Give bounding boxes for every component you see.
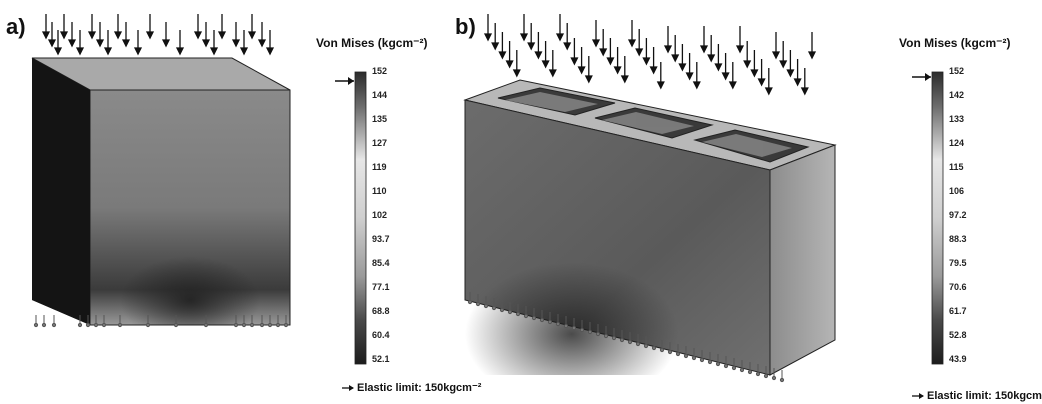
colorbar-b-tick: 79.5 xyxy=(949,258,967,268)
load-arrows-a xyxy=(41,14,275,56)
colorbar-a-tick: 68.8 xyxy=(372,306,390,316)
solid-block-model xyxy=(31,57,291,326)
load-arrows-b xyxy=(483,14,817,96)
colorbar-a-tick: 144 xyxy=(372,90,388,100)
colorbar-a-tick: 77.1 xyxy=(372,282,390,292)
colorbar-b-tick: 142 xyxy=(949,90,965,100)
support-pins-a xyxy=(33,315,289,328)
colorbar-a-tick: 52.1 xyxy=(372,354,390,364)
colorbar-a-tick: 135 xyxy=(372,114,388,124)
colorbar-a-tick: 152 xyxy=(372,66,388,76)
elastic-arrow-icon-b xyxy=(912,393,924,399)
colorbar-b xyxy=(931,71,944,365)
colorbar-b-tick: 106 xyxy=(949,186,965,196)
elastic-limit-label-a: Elastic limit: 150kgcm⁻² xyxy=(357,382,482,394)
colorbar-a-tick: 127 xyxy=(372,138,388,148)
colorbar-b-tick: 43.9 xyxy=(949,354,967,364)
colorbar-a-tick: 60.4 xyxy=(372,330,390,340)
colorbar-a xyxy=(354,71,367,365)
legend-title-b: Von Mises (kgcm⁻²) xyxy=(899,36,1011,50)
colorbar-a-tick: 110 xyxy=(372,186,387,196)
colorbar-b-tick: 52.8 xyxy=(949,330,967,340)
colorbar-b-tick: 88.3 xyxy=(949,234,967,244)
panel-a-label: a) xyxy=(6,14,26,39)
support-pins-b xyxy=(467,292,785,383)
colorbar-b-tick: 152 xyxy=(949,66,965,76)
colorbar-a-tick: 85.4 xyxy=(372,258,390,268)
colorbar-b-tick: 61.7 xyxy=(949,306,967,316)
colorbar-b-tick: 124 xyxy=(949,138,965,148)
elastic-limit-marker-a xyxy=(335,77,354,85)
hollow-block-model xyxy=(463,79,837,376)
elastic-limit-label-b: Elastic limit: 150kgcm⁻² xyxy=(927,390,1042,402)
colorbar-a-tick: 93.7 xyxy=(372,234,390,244)
panel-b-label: b) xyxy=(455,14,476,39)
elastic-limit-marker-b xyxy=(912,73,931,81)
colorbar-b-tick: 97.2 xyxy=(949,210,967,220)
colorbar-b-tick: 115 xyxy=(949,162,964,172)
colorbar-b-tick: 133 xyxy=(949,114,965,124)
legend-title-a: Von Mises (kgcm⁻²) xyxy=(316,36,428,50)
colorbar-a-tick: 119 xyxy=(372,162,387,172)
colorbar-b-tick: 70.6 xyxy=(949,282,967,292)
colorbar-a-tick: 102 xyxy=(372,210,388,220)
elastic-arrow-icon-a xyxy=(342,385,354,391)
